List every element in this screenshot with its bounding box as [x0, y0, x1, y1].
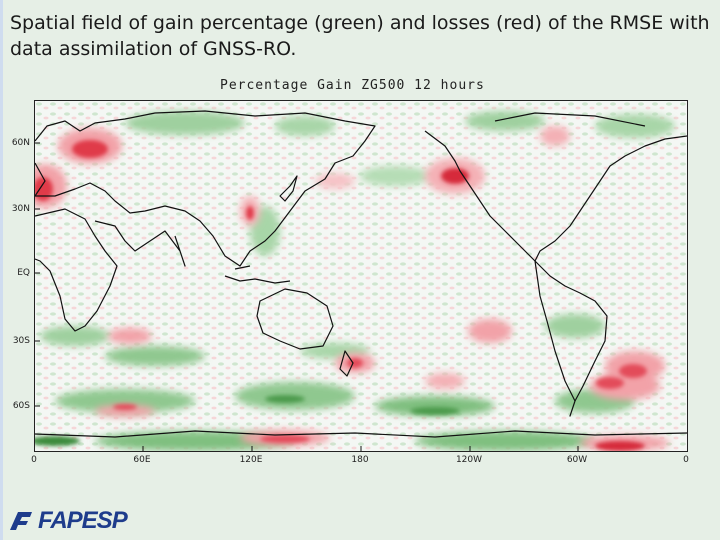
lat-label-60n: 60N — [11, 138, 30, 148]
lon-label-60e: 60E — [133, 455, 151, 465]
slide-border — [0, 0, 3, 540]
map-plot — [34, 100, 688, 452]
lat-label-eq: EQ — [17, 268, 30, 278]
fapesp-logo-icon — [10, 512, 32, 530]
fapesp-logo: FAPESP — [8, 506, 128, 536]
south-asia-coast — [94, 220, 186, 267]
africa-coast — [35, 208, 118, 332]
lat-label-30n: 30N — [11, 204, 30, 214]
australia-coast — [256, 288, 334, 350]
lat-label-60s: 60S — [12, 401, 30, 411]
lon-label-0: 0 — [31, 455, 37, 465]
eurasia-coast — [35, 110, 376, 267]
loss-regions — [35, 126, 670, 451]
gain-regions — [40, 111, 675, 451]
coastlines — [35, 110, 687, 438]
fapesp-logo-text: FAPESP — [38, 507, 128, 534]
lon-label-0-east: 0 — [683, 455, 689, 465]
lon-label-120w: 120W — [455, 455, 483, 465]
map-svg — [35, 101, 687, 451]
south-america-coast — [534, 260, 608, 417]
lon-label-120e: 120E — [239, 455, 263, 465]
map-title: Percentage Gain ZG500 12 hours — [220, 78, 485, 93]
slide-title: Spatial field of gain percentage (green)… — [10, 12, 710, 60]
indonesia-coast — [224, 265, 291, 284]
lon-label-180: 180 — [351, 455, 369, 465]
antarctica-coast — [35, 430, 687, 438]
north-america-coast — [424, 112, 687, 262]
japan-coast — [279, 175, 298, 202]
axis-ticks — [35, 142, 579, 451]
new-zealand-coast — [339, 350, 354, 377]
lon-label-60w: 60W — [566, 455, 588, 465]
lat-label-30s: 30S — [12, 336, 30, 346]
